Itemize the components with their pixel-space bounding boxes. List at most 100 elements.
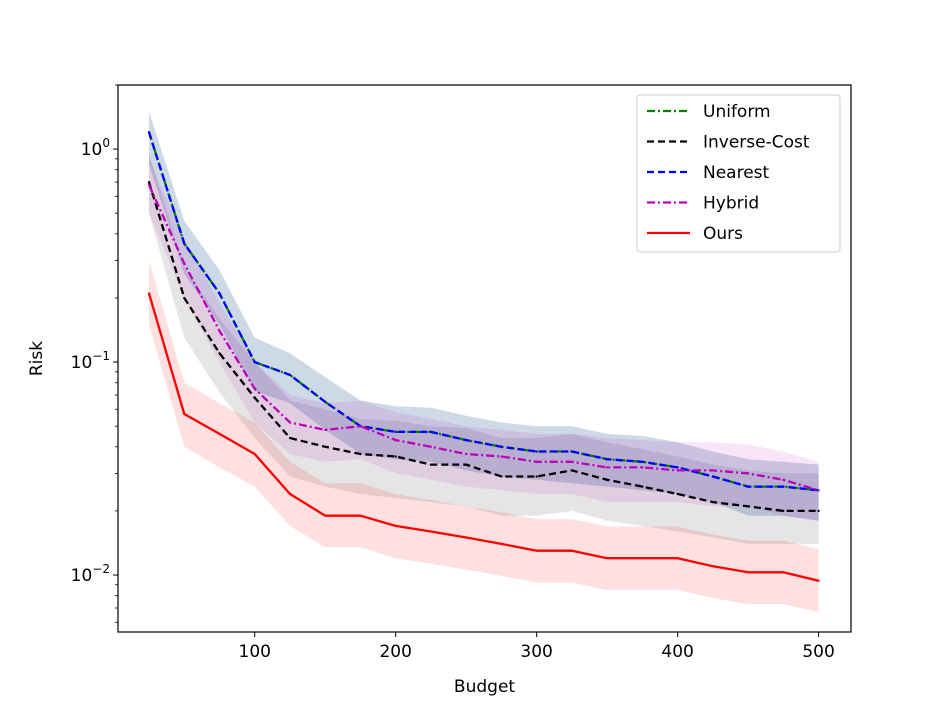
point-hybrid: [324, 428, 327, 431]
point-ours: [817, 579, 820, 582]
point-hybrid: [535, 460, 538, 463]
point-inverse-cost: [288, 436, 292, 440]
point-inverse-cost: [253, 396, 256, 399]
point-inverse-cost: [711, 501, 715, 504]
series-lines: [147, 131, 820, 582]
point-ours: [500, 542, 503, 546]
point-hybrid: [606, 466, 609, 469]
point-nearest: [394, 430, 397, 433]
point-inverse-cost: [218, 352, 221, 355]
y-axis-label: Risk: [27, 341, 47, 376]
point-hybrid: [394, 439, 397, 442]
y-tick-label: 10−2: [71, 562, 110, 586]
x-axis-label: Budget: [454, 677, 515, 697]
x-tick-label: 300: [520, 642, 552, 662]
point-hybrid: [817, 489, 820, 492]
legend-label-uniform: Uniform: [703, 102, 771, 122]
point-ours: [711, 565, 715, 568]
point-hybrid: [147, 183, 151, 186]
band-ours: [149, 260, 819, 613]
point-nearest: [570, 450, 574, 453]
point-nearest: [747, 485, 750, 488]
point-hybrid: [218, 329, 221, 332]
point-ours: [606, 557, 609, 560]
y-tick-label: 10−1: [71, 349, 110, 373]
point-hybrid: [676, 469, 679, 472]
legend-label-hybrid: Hybrid: [703, 194, 759, 214]
band-hybrid: [149, 158, 819, 521]
point-ours: [676, 557, 679, 560]
legend: Uniform Inverse-Cost Nearest Hybrid Ours: [636, 94, 841, 253]
point-ours: [394, 524, 397, 528]
point-ours: [535, 549, 538, 552]
point-inverse-cost: [676, 492, 679, 496]
point-ours: [288, 492, 292, 496]
line-nearest: [147, 131, 819, 492]
x-tick-label: 200: [379, 642, 411, 662]
point-inverse-cost: [817, 509, 820, 512]
point-hybrid: [747, 472, 750, 475]
legend-label-inverse-cost: Inverse-Cost: [703, 133, 810, 153]
legend-box: [636, 94, 841, 253]
point-ours: [218, 432, 221, 435]
point-nearest: [324, 400, 327, 403]
band-uniform: [149, 111, 819, 521]
point-ours: [641, 557, 644, 560]
point-hybrid: [359, 425, 362, 428]
point-inverse-cost: [324, 445, 327, 448]
point-hybrid: [288, 421, 292, 424]
point-inverse-cost: [641, 485, 644, 488]
point-hybrid: [641, 466, 644, 469]
point-hybrid: [500, 455, 503, 458]
x-tick-label: 100: [239, 642, 271, 662]
plot-frame: [117, 84, 852, 633]
point-ours: [324, 514, 327, 517]
line-uniform: [147, 131, 819, 492]
point-nearest: [711, 475, 715, 478]
point-hybrid: [711, 469, 715, 472]
x-tick-label: 500: [802, 642, 834, 662]
point-nearest: [429, 430, 432, 433]
point-inverse-cost: [147, 181, 151, 184]
point-ours: [570, 549, 574, 552]
point-ours: [147, 292, 151, 295]
point-inverse-cost: [500, 475, 503, 478]
point-hybrid: [782, 478, 785, 481]
point-ours: [253, 452, 256, 456]
point-nearest: [782, 485, 785, 488]
point-ours: [782, 571, 785, 574]
point-nearest: [183, 242, 186, 245]
point-hybrid: [570, 460, 574, 463]
point-inverse-cost: [535, 475, 538, 478]
point-ours: [465, 536, 468, 539]
point-nearest: [288, 373, 292, 376]
point-inverse-cost: [429, 463, 432, 466]
point-hybrid: [465, 452, 468, 456]
point-ours: [183, 412, 186, 416]
point-nearest: [147, 131, 151, 134]
point-nearest: [606, 458, 609, 461]
point-inverse-cost: [465, 463, 468, 466]
point-inverse-cost: [394, 455, 397, 458]
point-inverse-cost: [570, 469, 574, 472]
point-inverse-cost: [747, 505, 750, 508]
y-axis-ticks: 100 10−1 10−2: [71, 84, 118, 623]
point-inverse-cost: [183, 296, 186, 300]
point-inverse-cost: [606, 478, 609, 481]
point-hybrid: [183, 262, 186, 265]
point-nearest: [465, 439, 468, 442]
x-axis-ticks: 100 200 300 400 500: [239, 632, 835, 662]
point-ours: [747, 571, 750, 574]
point-ours: [359, 514, 362, 517]
x-tick-label: 400: [661, 642, 693, 662]
point-ours: [429, 530, 432, 533]
y-tick-label: 100: [81, 136, 110, 160]
point-inverse-cost: [782, 509, 785, 512]
point-nearest: [676, 466, 679, 469]
point-nearest: [253, 361, 256, 364]
point-hybrid: [429, 445, 432, 448]
band-nearest: [149, 111, 819, 521]
line-ours: [147, 293, 819, 582]
legend-label-ours: Ours: [703, 224, 743, 244]
